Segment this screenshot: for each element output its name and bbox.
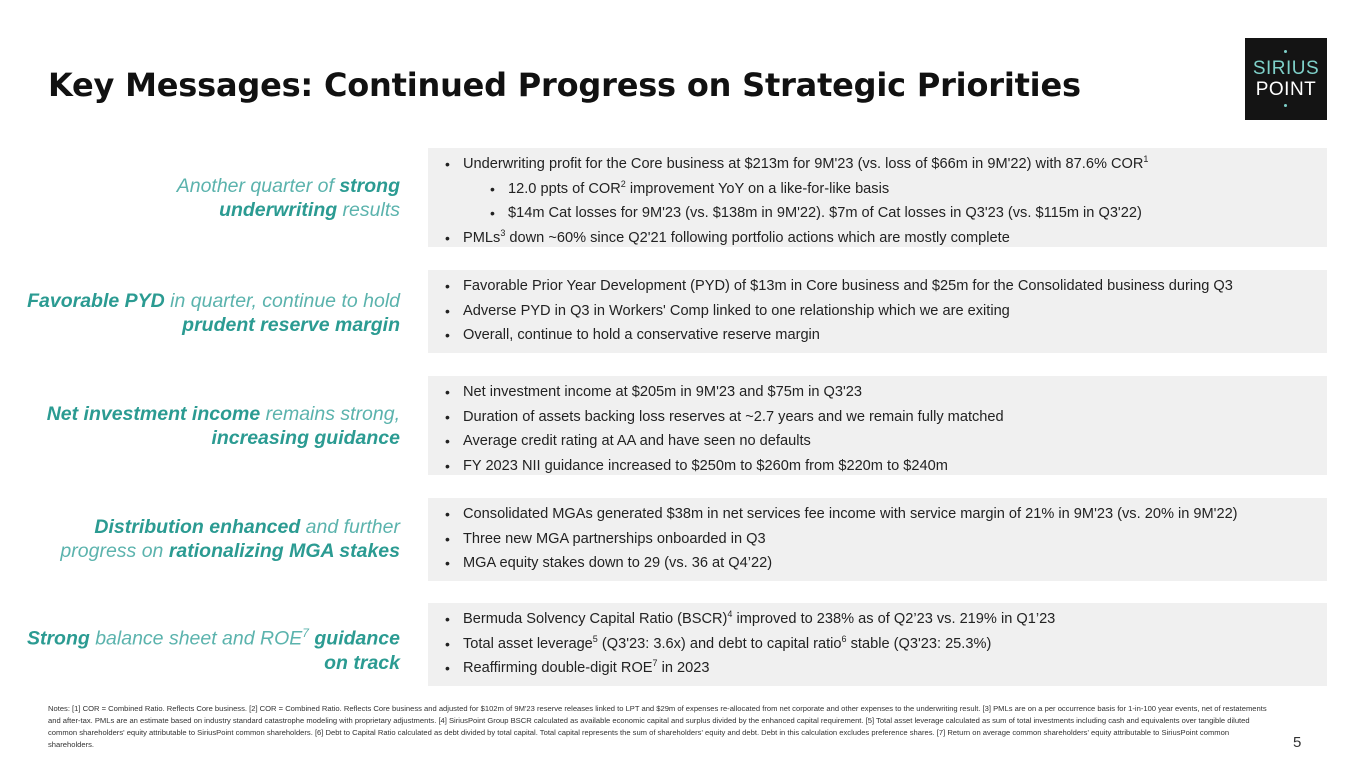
section-label: Distribution enhanced and further progre… <box>60 516 400 562</box>
bullet-item: Adverse PYD in Q3 in Workers' Comp linke… <box>428 299 1327 324</box>
bullet-item: Favorable Prior Year Development (PYD) o… <box>428 274 1327 299</box>
section-panel: Favorable Prior Year Development (PYD) o… <box>428 270 1327 353</box>
slide-title: Key Messages: Continued Progress on Stra… <box>48 66 1081 104</box>
bullet-item: Three new MGA partnerships onboarded in … <box>428 527 1327 552</box>
section-label: Another quarter of strong underwriting r… <box>176 175 400 221</box>
bullet-item: PMLs3 down ~60% since Q2'21 following po… <box>428 226 1327 251</box>
section-panel: Consolidated MGAs generated $38m in net … <box>428 498 1327 581</box>
section-label: Net investment income remains strong, in… <box>46 403 400 449</box>
section-panel: Net investment income at $205m in 9M'23 … <box>428 376 1327 478</box>
logo-star-icon <box>1284 50 1287 53</box>
bullet-item: Consolidated MGAs generated $38m in net … <box>428 502 1327 527</box>
bullet-item: Total asset leverage5 (Q3'23: 3.6x) and … <box>428 632 1327 657</box>
bullet-item: Net investment income at $205m in 9M'23 … <box>428 380 1327 405</box>
section-label: Favorable PYD in quarter, continue to ho… <box>27 290 400 336</box>
bullet-item: Bermuda Solvency Capital Ratio (BSCR)4 i… <box>428 607 1327 632</box>
logo-star-icon <box>1284 104 1287 107</box>
logo-line-1: SIRIUS <box>1252 58 1320 79</box>
logo-line-2: POINT <box>1255 79 1317 100</box>
bullet-item: Duration of assets backing loss reserves… <box>428 405 1327 430</box>
section-panel: Bermuda Solvency Capital Ratio (BSCR)4 i… <box>428 603 1327 686</box>
bullet-item: FY 2023 NII guidance increased to $250m … <box>428 454 1327 479</box>
bullet-item: Underwriting profit for the Core busines… <box>428 152 1327 177</box>
sub-bullet-item: $14m Cat losses for 9M'23 (vs. $138m in … <box>428 201 1327 226</box>
bullet-item: MGA equity stakes down to 29 (vs. 36 at … <box>428 551 1327 576</box>
sub-bullet-item: 12.0 ppts of COR2 improvement YoY on a l… <box>428 177 1327 202</box>
page-number: 5 <box>1293 734 1302 751</box>
bullet-item: Average credit rating at AA and have see… <box>428 429 1327 454</box>
section-label: Strong balance sheet and ROE7 guidance o… <box>26 626 400 674</box>
footnotes: Notes: [1] COR = Combined Ratio. Reflect… <box>48 704 1267 749</box>
siriuspoint-logo: SIRIUS POINT <box>1245 38 1327 120</box>
bullet-item: Reaffirming double-digit ROE7 in 2023 <box>428 656 1327 681</box>
bullet-item: Overall, continue to hold a conservative… <box>428 323 1327 348</box>
section-panel: Underwriting profit for the Core busines… <box>428 148 1327 250</box>
